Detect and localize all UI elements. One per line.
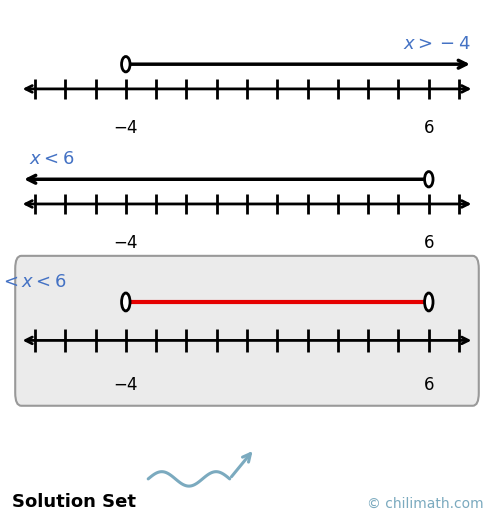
Text: $-4$: $-4$ [113,376,138,394]
Text: $6$: $6$ [423,119,435,137]
Text: $x > -4$: $x > -4$ [404,35,471,53]
Text: $6$: $6$ [423,376,435,394]
FancyBboxPatch shape [15,256,479,406]
Text: $x < 6$: $x < 6$ [29,150,74,168]
Text: $6$: $6$ [423,234,435,252]
Text: $-4$: $-4$ [113,119,138,137]
Circle shape [122,56,130,72]
Text: $-4$: $-4$ [113,234,138,252]
Text: $-4 < x < 6$: $-4 < x < 6$ [0,273,67,291]
Circle shape [122,293,130,311]
Circle shape [424,293,433,311]
Circle shape [424,172,433,187]
Text: Solution Set: Solution Set [12,493,136,511]
Text: © chilimath.com: © chilimath.com [368,497,484,511]
